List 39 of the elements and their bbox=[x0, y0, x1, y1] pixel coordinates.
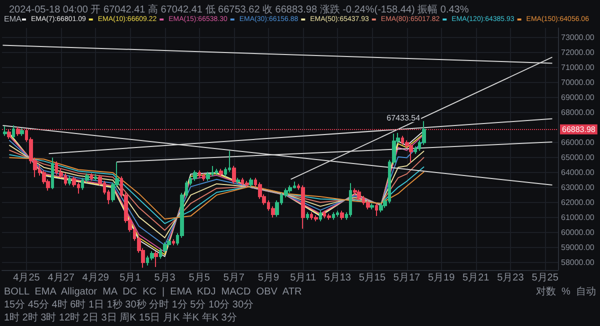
x-tick-label: 4月27 bbox=[48, 272, 75, 284]
y-tick-label: 65000.00 bbox=[561, 153, 595, 162]
x-tick-label: 5月9 bbox=[258, 272, 280, 284]
y-tick-label: 73000.00 bbox=[561, 33, 595, 42]
text: 15分 45分 4时 6时 1日 1秒 30秒 分时 1分 5分 10分 30分 bbox=[4, 298, 254, 310]
ref-line-label: 66883.98 bbox=[562, 124, 596, 134]
x-tick-label: 5月23 bbox=[497, 272, 524, 284]
y-tick-label: 58000.00 bbox=[561, 258, 595, 268]
x-tick-label: 5月25 bbox=[532, 272, 559, 284]
y-tick-label: 63000.00 bbox=[561, 183, 595, 192]
x-tick-label: 5月13 bbox=[324, 272, 352, 284]
y-tick-label: 60000.00 bbox=[561, 228, 595, 238]
x-tick-label: 4月25 bbox=[13, 272, 40, 284]
x-tick-label: 5月11 bbox=[290, 272, 316, 284]
text: 1时 2时 3时 12时 2日 3日 周K 15日 月K 半K 年K 3分 bbox=[4, 312, 237, 324]
x-tick-label: 5月19 bbox=[428, 272, 456, 284]
y-tick-label: 72000.00 bbox=[561, 48, 595, 58]
chart-title: 2024-05-18 04:00 开 67042.41 高 67042.41 低 66753.62 收 66883.98 涨跌 -0.24%(-158.44) 振幅 0.43% bbox=[9, 4, 469, 16]
y-tick-label: 66000.00 bbox=[561, 138, 595, 148]
y-tick-label: 62000.00 bbox=[561, 198, 595, 208]
y-tick-label: 59000.00 bbox=[561, 243, 595, 252]
x-tick-label: 5月17 bbox=[393, 272, 421, 284]
y-tick-label: 68000.00 bbox=[561, 108, 595, 118]
annotation: 67433.54 bbox=[386, 114, 421, 123]
text: 对数 % 自动 bbox=[536, 286, 596, 298]
x-tick-label: 5月7 bbox=[223, 272, 245, 284]
text: BOLL EMA Alligator MA DC KC | EMA KDJ MACD OBV ATR bbox=[4, 286, 302, 298]
x-tick-label: 5月15 bbox=[358, 272, 386, 284]
x-tick-label: 5月5 bbox=[188, 272, 210, 284]
x-tick-label: 4月29 bbox=[82, 272, 110, 284]
x-tick-label: 5月21 bbox=[462, 272, 490, 284]
y-tick-label: 71000.00 bbox=[561, 63, 595, 72]
y-tick-label: 61000.00 bbox=[561, 213, 595, 222]
y-tick-label: 70000.00 bbox=[561, 78, 595, 88]
x-tick-label: 5月1 bbox=[120, 272, 142, 284]
legend-title: EMA bbox=[4, 14, 22, 24]
y-tick-label: 69000.00 bbox=[561, 93, 595, 102]
x-tick-label: 5月3 bbox=[154, 272, 176, 284]
y-tick-label: 64000.00 bbox=[561, 168, 595, 178]
